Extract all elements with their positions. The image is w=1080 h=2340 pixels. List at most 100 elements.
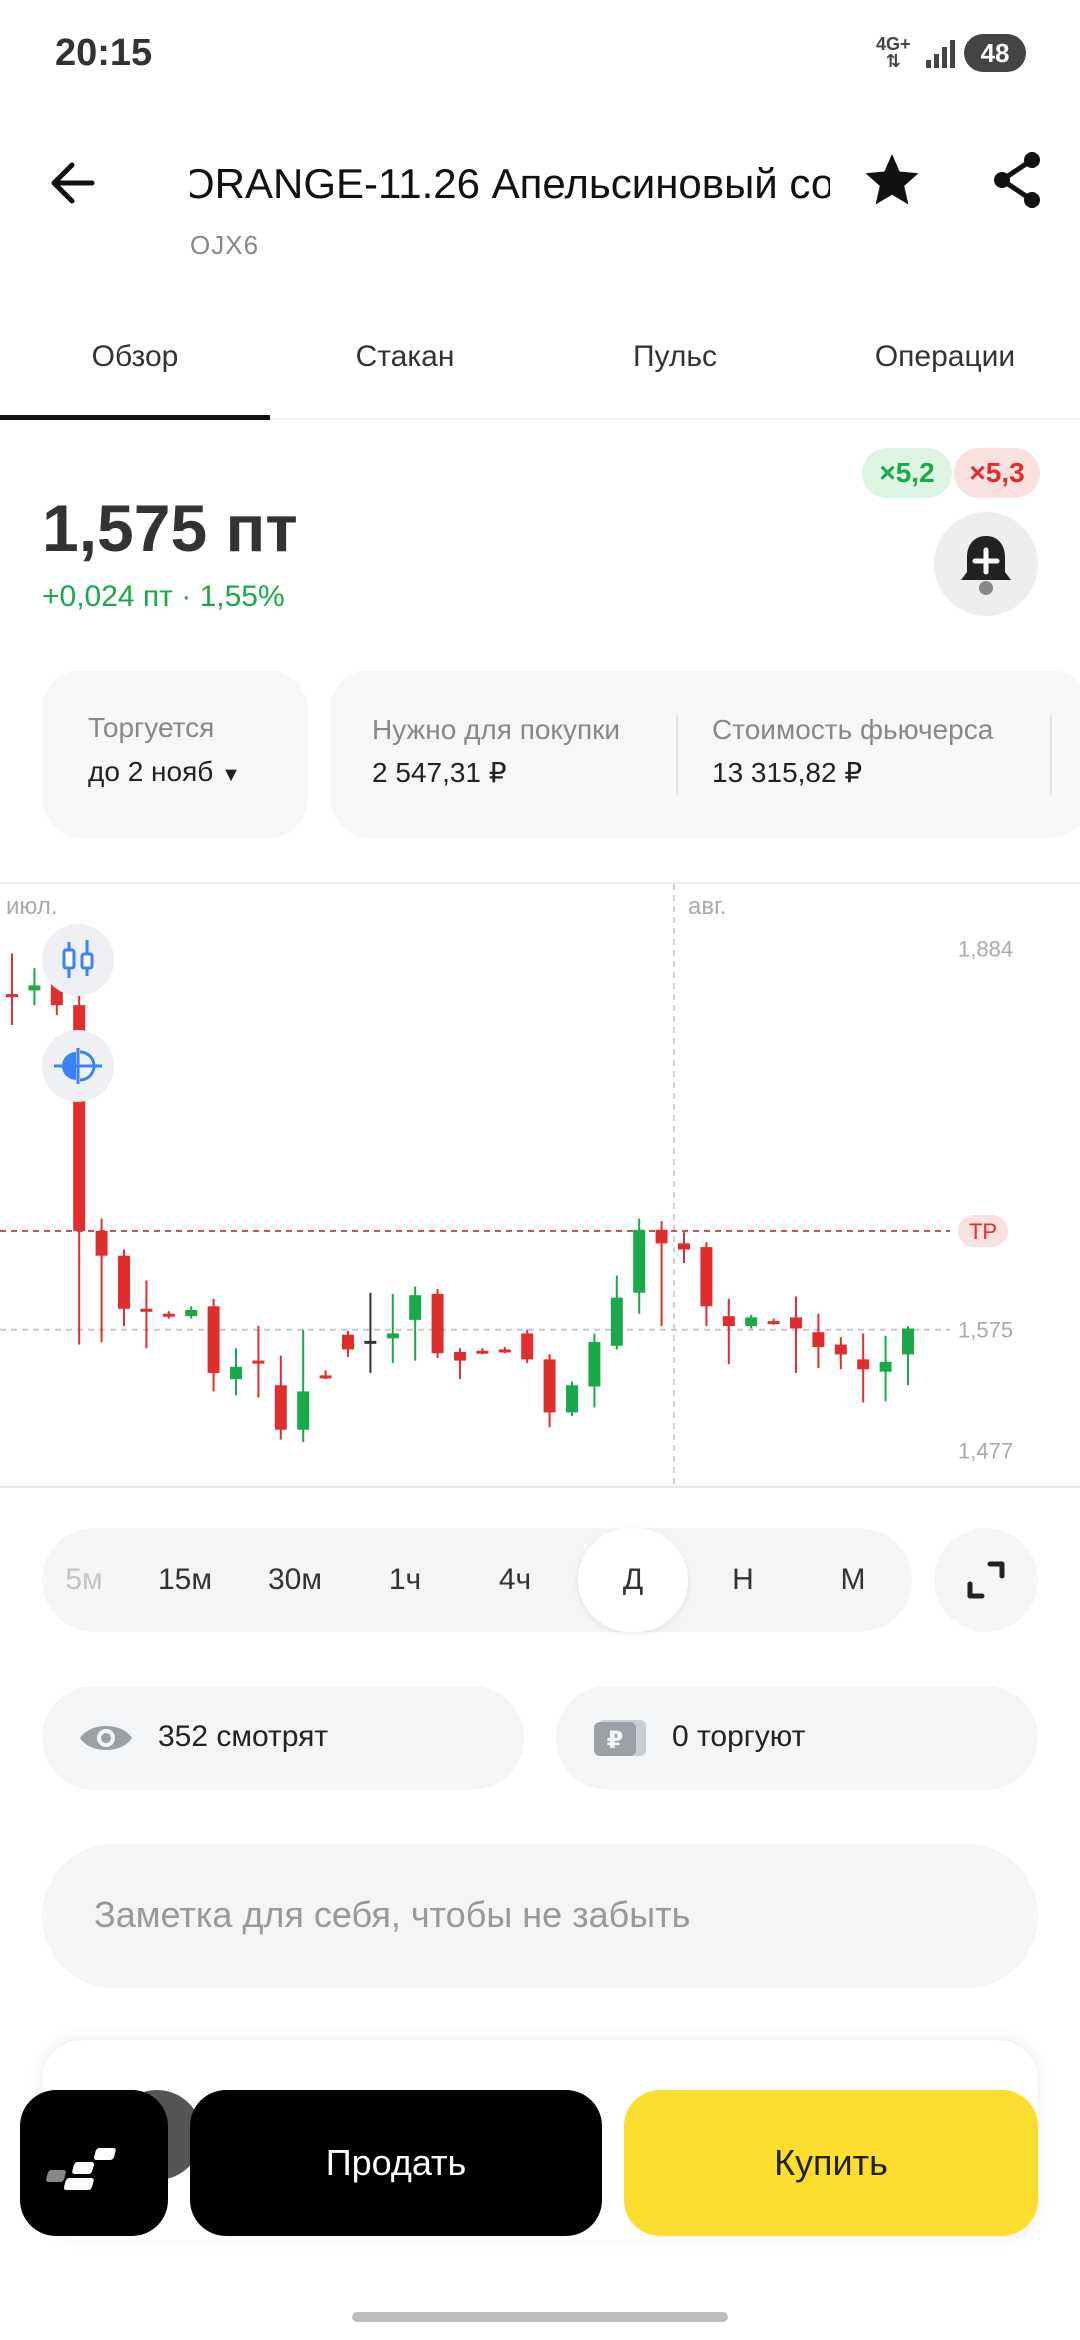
network-indicator: 4G+ ⇅ bbox=[876, 35, 911, 70]
candles-type-button[interactable] bbox=[42, 924, 114, 996]
candle-body bbox=[767, 1321, 780, 1325]
leverage-long-badge[interactable]: ×5,2 bbox=[862, 448, 952, 498]
candle-body bbox=[700, 1247, 713, 1307]
traders-chip[interactable]: ₽ 0 торгуют bbox=[556, 1686, 1038, 1790]
buy-required-label: Нужно для покупки bbox=[372, 714, 621, 745]
traders-label: торгуют bbox=[697, 1720, 806, 1753]
svg-text:₽: ₽ bbox=[607, 1726, 624, 1754]
candle-body bbox=[274, 1385, 287, 1430]
y-axis-tick-label: 1,575 bbox=[958, 1318, 1013, 1343]
candle-body bbox=[386, 1333, 399, 1339]
caret-down-icon: ▼ bbox=[221, 764, 241, 786]
ruble-card-icon: ₽ bbox=[594, 1720, 646, 1756]
instrument-title-block: ORANGE-11.26 Апельсиновый сок OJX6 bbox=[190, 148, 830, 258]
tab-bar: Обзор Стакан Пульс Операции bbox=[0, 320, 1080, 420]
period-15m[interactable]: 15м bbox=[158, 1563, 212, 1596]
app-menu-button[interactable] bbox=[20, 2090, 168, 2236]
candle-body bbox=[364, 1340, 377, 1344]
tab-pulse[interactable]: Пульс bbox=[632, 340, 718, 373]
status-time: 20:15 bbox=[55, 32, 153, 74]
x-axis-label: июл. bbox=[6, 893, 58, 920]
period-30m[interactable]: 30м bbox=[268, 1563, 322, 1596]
price-chart[interactable]: июл. авг. TP 1,884 1,575 1,477 bbox=[0, 882, 1080, 1488]
traders-count: 0 bbox=[672, 1720, 689, 1753]
candle-body bbox=[95, 1231, 108, 1256]
y-axis-tick-label: 1,477 bbox=[958, 1439, 1013, 1464]
watchers-count: 352 bbox=[158, 1720, 209, 1753]
candle-body bbox=[566, 1385, 578, 1413]
share-icon[interactable] bbox=[988, 148, 1048, 212]
sell-button[interactable]: Продать bbox=[190, 2090, 602, 2236]
x-axis-label: авг. bbox=[688, 893, 727, 920]
candle-body bbox=[857, 1359, 870, 1370]
period-selector: 5м 15м 30м 1ч 4ч Д Н М bbox=[42, 1528, 912, 1632]
price-block: 1,575 пт +0,024 пт · 1,55% bbox=[42, 490, 298, 614]
candle-body bbox=[297, 1391, 310, 1430]
leverage-short-badge[interactable]: ×5,3 bbox=[954, 448, 1040, 498]
candle-body bbox=[207, 1306, 220, 1373]
candle-body bbox=[722, 1316, 735, 1327]
cost-card: Нужно для покупки 2 547,31 ₽ Стоимость ф… bbox=[330, 670, 1080, 838]
favorite-star-icon[interactable] bbox=[862, 150, 922, 210]
candle-body bbox=[454, 1351, 466, 1361]
take-profit-badge[interactable] bbox=[958, 1215, 1008, 1248]
current-price: 1,575 пт bbox=[42, 491, 298, 565]
buy-button[interactable]: Купить bbox=[624, 2090, 1038, 2236]
candle-body bbox=[790, 1317, 802, 1329]
candle-body bbox=[655, 1229, 668, 1244]
watchers-chip[interactable]: 352 смотрят bbox=[42, 1686, 524, 1790]
active-tab-indicator bbox=[0, 415, 270, 420]
indicators-button[interactable] bbox=[42, 1030, 114, 1102]
battery-indicator: 48 bbox=[964, 34, 1026, 72]
fullscreen-chart-button[interactable] bbox=[934, 1528, 1038, 1632]
expiry-value: до 2 нояб ▼ bbox=[88, 756, 241, 788]
candle-body bbox=[252, 1360, 265, 1364]
tab-overview[interactable]: Обзор bbox=[91, 340, 179, 373]
candle-body bbox=[902, 1328, 914, 1355]
candle-body bbox=[185, 1310, 198, 1317]
candle-body bbox=[610, 1297, 623, 1346]
signal-icon bbox=[926, 40, 955, 68]
app-logo-icon bbox=[46, 2148, 116, 2190]
candle-body bbox=[162, 1313, 175, 1317]
note-placeholder: Заметка для себя, чтобы не забыть bbox=[94, 1894, 691, 1935]
period-5m[interactable]: 5м bbox=[65, 1563, 103, 1596]
y-axis-tick-label: 1,884 bbox=[958, 936, 1013, 961]
note-input[interactable]: Заметка для себя, чтобы не забыть bbox=[42, 1844, 1038, 1988]
period-4h[interactable]: 4ч bbox=[498, 1563, 532, 1596]
period-1h[interactable]: 1ч bbox=[388, 1563, 422, 1596]
buy-required-value: 2 547,31 ₽ bbox=[372, 757, 507, 788]
tab-operations[interactable]: Операции bbox=[874, 340, 1016, 373]
candle-body bbox=[140, 1308, 153, 1312]
candle-body bbox=[230, 1366, 242, 1380]
price-alert-button[interactable] bbox=[934, 512, 1038, 616]
expiry-label: Торгуется bbox=[88, 712, 215, 743]
home-indicator[interactable] bbox=[352, 2312, 728, 2322]
card-divider bbox=[1050, 715, 1052, 795]
bell-plus-icon bbox=[961, 536, 1011, 595]
candle-body bbox=[678, 1243, 690, 1250]
candle-body bbox=[543, 1359, 556, 1413]
watchers-text: 352 смотрят bbox=[158, 1720, 328, 1754]
candle-body bbox=[409, 1295, 422, 1320]
watchers-label: смотрят bbox=[216, 1720, 329, 1753]
period-week[interactable]: Н bbox=[732, 1563, 754, 1596]
candle-body bbox=[745, 1317, 758, 1327]
traders-text: 0 торгуют bbox=[672, 1720, 805, 1754]
instrument-title: ORANGE-11.26 Апельсиновый сок bbox=[190, 160, 830, 207]
back-arrow-icon[interactable] bbox=[40, 150, 106, 216]
candle-body bbox=[834, 1344, 847, 1355]
period-month[interactable]: М bbox=[840, 1563, 866, 1596]
period-day[interactable]: Д bbox=[578, 1528, 688, 1632]
tab-orderbook[interactable]: Стакан bbox=[355, 340, 455, 373]
expiry-card[interactable]: Торгуется до 2 нояб ▼ bbox=[42, 670, 308, 838]
eye-icon bbox=[80, 1726, 132, 1750]
top-bar: ORANGE-11.26 Апельсиновый сок OJX6 bbox=[0, 130, 1080, 260]
take-profit-label: TP bbox=[969, 1219, 997, 1244]
candle-body bbox=[476, 1350, 489, 1354]
candle-body bbox=[118, 1255, 130, 1309]
candle-body bbox=[28, 985, 41, 991]
candlestick-chart[interactable]: июл. авг. TP 1,884 1,575 1,477 bbox=[0, 884, 1080, 1488]
status-bar: 20:15 4G+ ⇅ 48 bbox=[0, 0, 1080, 110]
bottom-action-bar: Продать Купить bbox=[0, 2090, 1080, 2240]
